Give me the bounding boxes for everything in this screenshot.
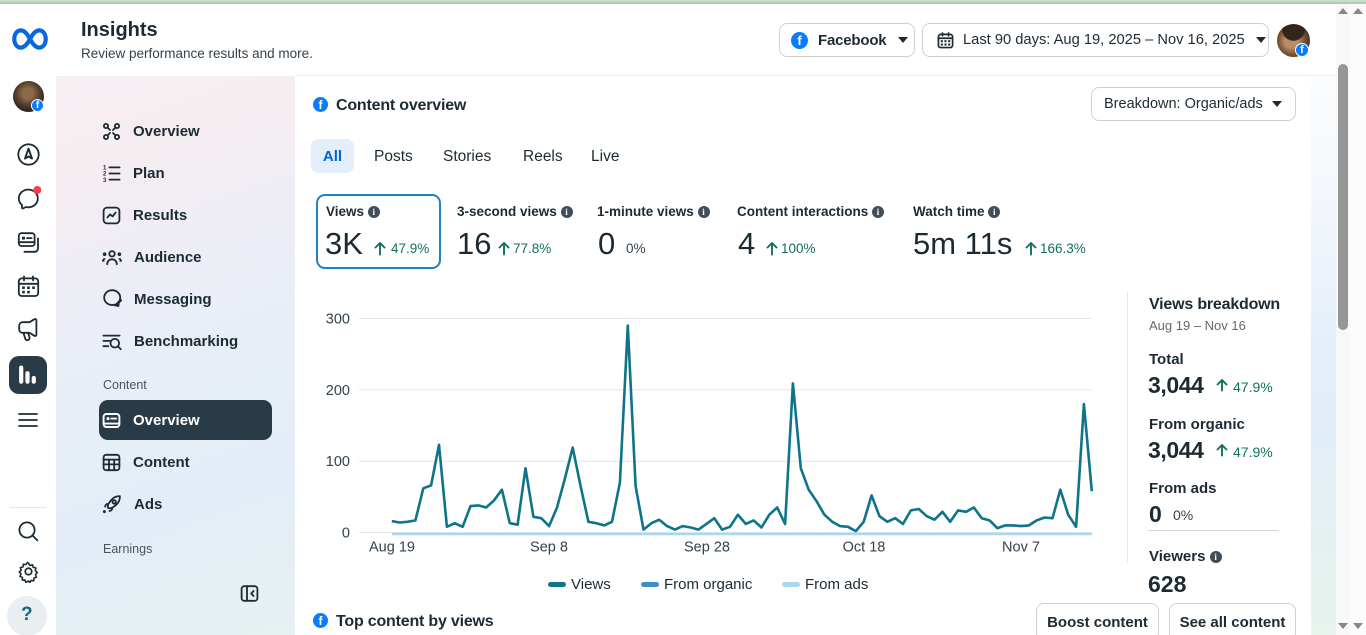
svg-text:2: 2 bbox=[103, 171, 107, 177]
svg-text:300: 300 bbox=[326, 312, 350, 328]
svg-text:1: 1 bbox=[103, 165, 107, 171]
svg-text:100: 100 bbox=[326, 454, 350, 470]
svg-text:Sep 28: Sep 28 bbox=[684, 540, 730, 556]
svg-text:Aug 19: Aug 19 bbox=[369, 540, 415, 556]
svg-text:200: 200 bbox=[326, 383, 350, 399]
svg-text:Oct 18: Oct 18 bbox=[843, 540, 886, 556]
svg-text:Sep 8: Sep 8 bbox=[530, 540, 568, 556]
svg-text:Nov 7: Nov 7 bbox=[1002, 540, 1040, 556]
svg-text:3: 3 bbox=[103, 177, 107, 183]
svg-text:0: 0 bbox=[342, 526, 350, 542]
